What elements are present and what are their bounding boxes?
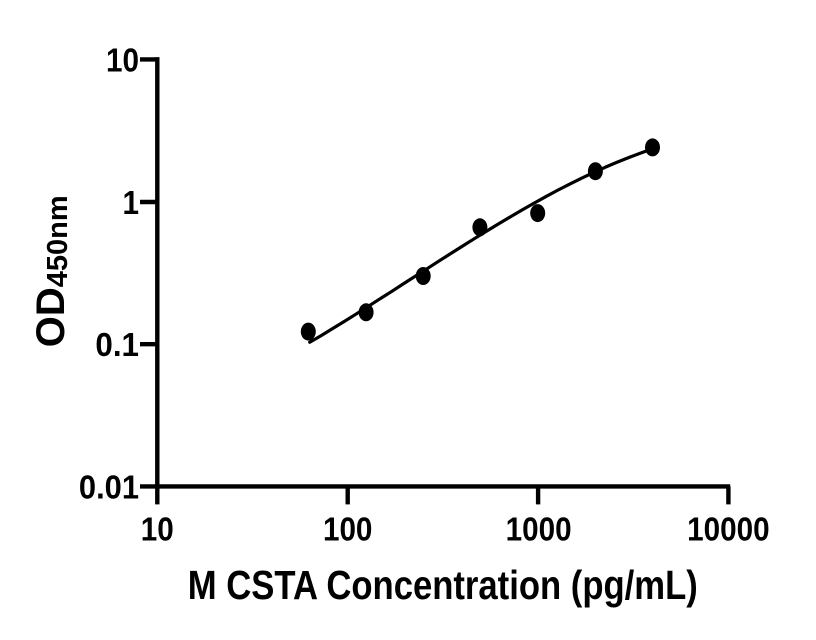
svg-text:M CSTA Concentration (pg/mL): M CSTA Concentration (pg/mL) [188, 562, 698, 608]
svg-text:1000: 1000 [506, 511, 572, 548]
svg-text:0.1: 0.1 [95, 326, 139, 363]
svg-text:10: 10 [106, 42, 139, 79]
svg-text:10: 10 [141, 511, 174, 548]
svg-text:10000: 10000 [687, 511, 770, 548]
svg-text:0.01: 0.01 [79, 468, 139, 505]
svg-text:1: 1 [123, 184, 140, 221]
svg-text:100: 100 [323, 511, 373, 548]
